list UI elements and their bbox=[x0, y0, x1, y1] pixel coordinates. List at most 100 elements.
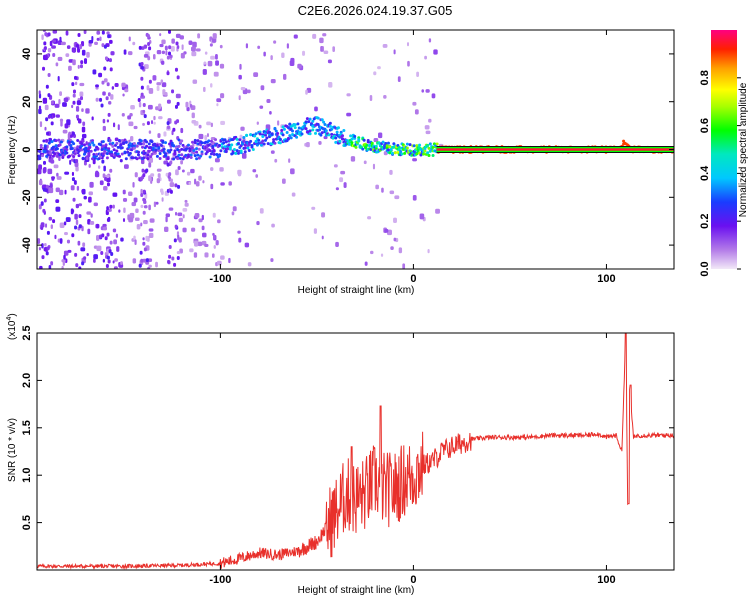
ridge-cell bbox=[186, 143, 190, 147]
ridge-cell bbox=[124, 157, 128, 161]
noise-cell bbox=[74, 81, 78, 86]
noise-cell bbox=[182, 207, 188, 212]
ridge-cell bbox=[308, 117, 312, 121]
ridge-cell bbox=[59, 140, 63, 144]
noise-cell bbox=[213, 245, 216, 249]
streak-cell bbox=[98, 234, 102, 239]
ridge-cell bbox=[54, 144, 58, 148]
ridge-cell bbox=[258, 132, 262, 136]
noise-cell bbox=[390, 246, 394, 250]
ridge-cell bbox=[347, 142, 351, 146]
streak-cell bbox=[169, 189, 173, 194]
ridge-cell bbox=[147, 149, 151, 153]
streak-cell bbox=[51, 176, 55, 181]
noise-cell bbox=[165, 213, 171, 218]
noise-cell bbox=[45, 223, 48, 228]
ridge-cell bbox=[105, 152, 109, 156]
noise-cell bbox=[220, 120, 226, 126]
ridge-cell bbox=[262, 142, 266, 146]
ridge-cell bbox=[193, 141, 197, 145]
noise-cell bbox=[416, 71, 420, 78]
streak-cell bbox=[46, 230, 50, 235]
streak-cell bbox=[47, 73, 51, 78]
ridge-cell bbox=[426, 151, 430, 155]
noise-cell bbox=[402, 263, 406, 269]
noise-cell bbox=[363, 160, 367, 165]
ridge-cell bbox=[50, 157, 54, 161]
ridge-cell bbox=[426, 144, 430, 148]
noise-cell bbox=[424, 55, 427, 60]
streak-cell bbox=[71, 177, 75, 182]
noise-cell bbox=[102, 223, 107, 228]
ridge-cell bbox=[116, 145, 120, 149]
ridge-cell bbox=[185, 146, 189, 150]
streak-cell bbox=[138, 45, 142, 50]
ridge-cell bbox=[177, 153, 181, 157]
noise-cell bbox=[428, 118, 432, 123]
ridge-cell bbox=[208, 149, 212, 153]
ridge-cell bbox=[342, 129, 346, 133]
noise-cell bbox=[123, 164, 129, 169]
noise-cell bbox=[425, 130, 431, 135]
streak-cell bbox=[72, 48, 76, 53]
ridge-cell bbox=[276, 131, 280, 135]
spectrogram-cells bbox=[37, 30, 674, 269]
noise-cell bbox=[171, 130, 174, 136]
noise-cell bbox=[212, 234, 216, 240]
noise-cell bbox=[159, 43, 164, 48]
ridge-cell bbox=[161, 140, 165, 144]
ridge-cell bbox=[205, 150, 209, 154]
noise-cell bbox=[153, 201, 157, 208]
ridge-cell bbox=[296, 122, 300, 126]
streak-cell bbox=[45, 117, 49, 122]
noise-cell bbox=[71, 171, 75, 176]
streak-cell bbox=[142, 173, 146, 178]
ridge-cell bbox=[328, 121, 332, 125]
noise-cell bbox=[81, 49, 86, 56]
streak-cell bbox=[99, 97, 103, 102]
ridge-cell bbox=[41, 154, 45, 158]
snr-x-label: Height of straight line (km) bbox=[298, 585, 415, 596]
noise-cell bbox=[67, 133, 71, 140]
streak-cell bbox=[107, 259, 111, 264]
noise-cell bbox=[107, 92, 111, 97]
ridge-cell bbox=[155, 154, 159, 158]
colorbar-tick-label: 0.0 bbox=[699, 261, 711, 276]
ridge-cell bbox=[245, 134, 249, 138]
noise-cell bbox=[106, 119, 110, 123]
noise-cell bbox=[202, 232, 207, 238]
streak-cell bbox=[140, 192, 144, 197]
noise-cell bbox=[113, 239, 118, 245]
ridge-cell bbox=[65, 145, 69, 149]
ridge-cell bbox=[184, 153, 188, 157]
noise-cell bbox=[335, 187, 339, 191]
noise-cell bbox=[412, 194, 417, 201]
noise-cell bbox=[89, 220, 95, 225]
ridge-cell bbox=[286, 136, 290, 140]
ridge-cell bbox=[122, 142, 126, 146]
noise-cell bbox=[79, 44, 82, 50]
streak-cell bbox=[176, 255, 180, 260]
ridge-cell bbox=[369, 148, 373, 152]
streak-cell bbox=[72, 197, 76, 202]
ridge-cell bbox=[147, 142, 151, 146]
streak-cell bbox=[147, 42, 151, 47]
noise-cell bbox=[198, 175, 202, 181]
noise-cell bbox=[238, 74, 242, 80]
streak-cell bbox=[50, 121, 54, 126]
ridge-cell bbox=[193, 138, 197, 142]
noise-cell bbox=[382, 44, 388, 48]
noise-cell bbox=[153, 115, 156, 121]
noise-cell bbox=[311, 206, 316, 210]
noise-cell bbox=[231, 211, 235, 216]
noise-cell bbox=[82, 121, 86, 127]
ridge-cell bbox=[168, 150, 172, 154]
noise-cell bbox=[321, 235, 324, 240]
noise-cell bbox=[143, 220, 148, 225]
noise-cell bbox=[38, 204, 42, 210]
noise-cell bbox=[270, 258, 274, 263]
ridge-cell bbox=[264, 133, 268, 137]
noise-cell bbox=[228, 257, 231, 264]
snr-series-line bbox=[37, 333, 674, 570]
noise-cell bbox=[66, 119, 71, 126]
